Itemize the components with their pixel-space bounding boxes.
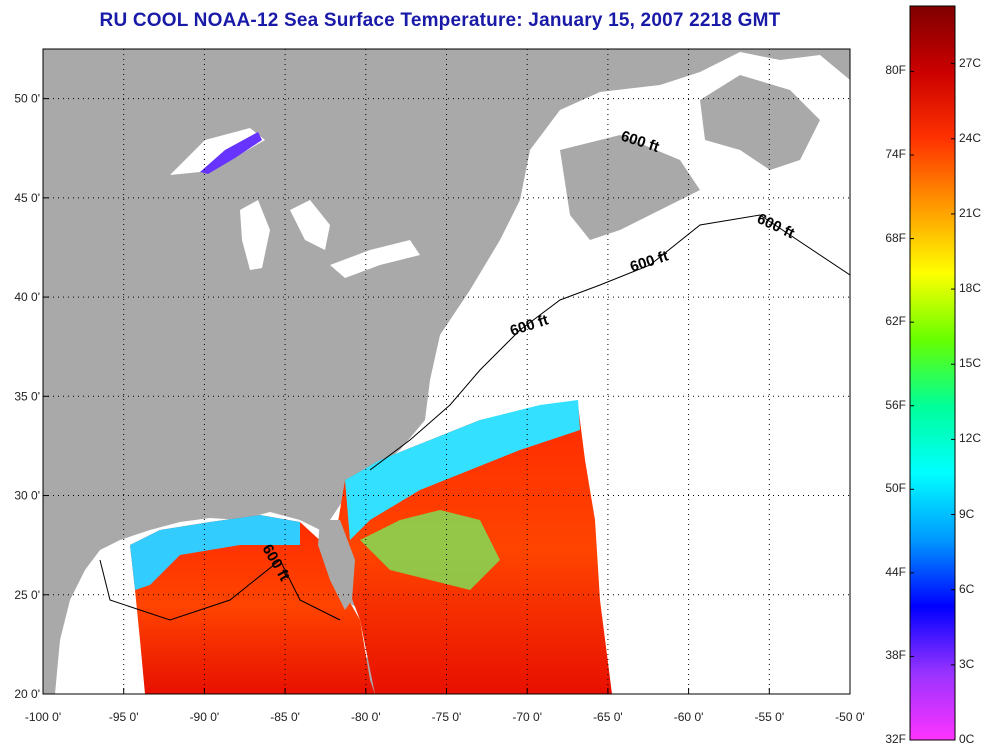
colorbar-celsius-label: 6C (959, 581, 975, 596)
colorbar-celsius-label: 27C (959, 55, 982, 70)
contour-600ft (99, 214, 850, 621)
colorbar-fahrenheit-label: 56F (885, 397, 906, 412)
lat-tick-label: 50 0' (14, 92, 40, 106)
colorbar-celsius-label: 3C (959, 656, 975, 671)
sst-gulf-cool-coast (130, 515, 300, 590)
lake-huron (290, 200, 330, 250)
colorbar-celsius-label: 24C (959, 130, 982, 145)
colorbar-celsius-label: 15C (959, 356, 982, 371)
colorbar-fahrenheit-label: 32F (885, 732, 906, 746)
lake-superior (170, 128, 265, 175)
colorbar-gradient (909, 5, 956, 741)
colorbar-fahrenheit-label: 62F (885, 314, 906, 329)
lat-tick-label: 30 0' (14, 489, 40, 503)
lon-tick-label: -55 0' (754, 710, 784, 724)
lake-erie-ontario (330, 240, 420, 278)
lon-tick-label: -85 0' (270, 710, 300, 724)
lon-tick-label: -70 0' (512, 710, 542, 724)
colorbar-fahrenheit-label: 38F (885, 648, 906, 663)
map-title: RU COOL NOAA-12 Sea Surface Temperature:… (99, 10, 781, 31)
colorbar-celsius-label: 21C (959, 205, 982, 220)
lat-tick-label: 40 0' (14, 290, 40, 304)
lon-tick-label: -95 0' (109, 710, 139, 724)
lat-tick-label: 45 0' (14, 191, 40, 205)
colorbar-celsius-label: 12C (959, 431, 982, 446)
lon-tick-label: -50 0' (835, 710, 865, 724)
lon-tick-label: -65 0' (593, 710, 623, 724)
colorbar-fahrenheit-label: 44F (885, 564, 906, 579)
lake-superior-sst (200, 132, 262, 174)
lon-tick-label: -60 0' (674, 710, 704, 724)
land-maritime (560, 135, 700, 240)
lon-tick-label: -80 0' (351, 710, 381, 724)
colorbar-celsius-label: 9C (959, 506, 975, 521)
sst-atlantic-green-patch (360, 510, 500, 590)
land-newfoundland (700, 75, 820, 170)
colorbar-fahrenheit-label: 80F (885, 63, 906, 78)
land-florida (318, 520, 355, 610)
lat-tick-label: 35 0' (14, 389, 40, 403)
lon-tick-label: -90 0' (190, 710, 220, 724)
sst-atlantic-cool-band (345, 400, 580, 540)
lat-tick-label: 25 0' (14, 588, 40, 602)
sst-gulf-of-mexico (130, 515, 375, 694)
latitude-ticks: 20 0' 25 0' 30 0' 35 0' 40 0' 45 0' 50 0' (14, 92, 49, 701)
colorbar-fahrenheit-label: 50F (885, 481, 906, 496)
lon-tick-label: -100 0' (25, 710, 61, 724)
lon-tick-label: -75 0' (432, 710, 462, 724)
lat-tick-label: 20 0' (14, 687, 40, 701)
colorbar-celsius-label: 18C (959, 281, 982, 296)
colorbar-fahrenheit-label: 68F (885, 230, 906, 245)
longitude-ticks: -100 0' -95 0' -90 0' -85 0' -80 0' -75 0' -70… (25, 688, 865, 724)
lake-michigan (240, 200, 270, 270)
colorbar-celsius-label: 0C (959, 732, 975, 746)
colorbar-fahrenheit-label: 74F (885, 147, 906, 162)
